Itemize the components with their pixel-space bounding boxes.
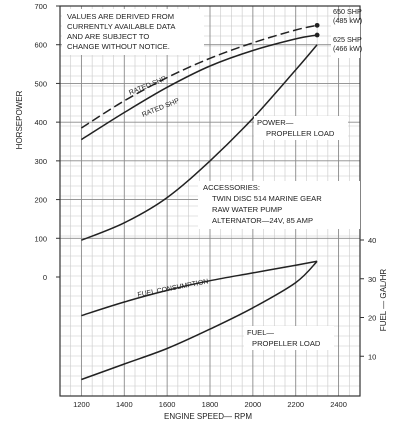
x-tick-label: 2000: [245, 400, 262, 409]
series-line-1: [80, 34, 318, 141]
curve-label-line: FUEL—: [247, 328, 274, 337]
curve-label-rated-solid: RATED SHP: [141, 97, 181, 118]
curve-label-line: POWER—: [257, 118, 294, 127]
notice-line: CHANGE WITHOUT NOTICE.: [67, 42, 170, 51]
fuel-prop-label-bg: [244, 326, 334, 350]
y-left-axis-label: HORSEPOWER: [15, 90, 24, 149]
series-line-3: [81, 260, 318, 317]
y-left-tick-label: 0: [43, 273, 47, 282]
series-end-point: [314, 32, 320, 38]
y-right-tick-label: 30: [368, 275, 376, 284]
end-label-line: (466 kW): [333, 44, 362, 53]
y-left-tick-label: 300: [34, 157, 47, 166]
y-right-axis-label: FUEL — GAL/HR: [379, 269, 388, 332]
x-axis-label: ENGINE SPEED— RPM: [164, 412, 252, 421]
curve-label-fuel-prop: FUEL— PROPELLER LOAD: [247, 328, 321, 348]
series-line-0: [80, 24, 318, 129]
y-right-tick-label: 20: [368, 314, 376, 323]
y-left-tick-labels: 0 100 200 300 400 500 600 700: [34, 2, 60, 282]
y-left-tick-label: 500: [34, 79, 47, 88]
curve-label-power-prop: POWER— PROPELLER LOAD: [257, 118, 335, 138]
end-label-625: 625 SHP (466 kW): [333, 35, 364, 53]
notice-line: CURRENTLY AVAILABLE DATA: [67, 22, 176, 31]
x-tick-label: 1200: [73, 400, 90, 409]
x-tick-label: 2400: [330, 400, 347, 409]
end-label-650: 650 SHP (485 kW): [333, 7, 364, 25]
y-right-tick-labels: 10 20 30 40: [360, 236, 376, 361]
curve-label-line: PROPELLER LOAD: [252, 339, 321, 348]
notice-line: VALUES ARE DERIVED FROM: [67, 12, 174, 21]
x-tick-label: 1600: [159, 400, 176, 409]
accessories-line: ACCESSORIES:: [203, 183, 260, 192]
power-prop-label-bg: [254, 116, 348, 140]
y-right-tick-label: 40: [368, 236, 376, 245]
y-left-tick-label: 100: [34, 234, 47, 243]
notice-text: VALUES ARE DERIVED FROM CURRENTLY AVAILA…: [67, 12, 177, 51]
end-label-line: 650 SHP: [333, 7, 362, 16]
accessories-line: RAW WATER PUMP: [212, 205, 282, 214]
end-label-line: 625 SHP: [333, 35, 362, 44]
accessories-line: TWIN DISC 514 MARINE GEAR: [212, 194, 322, 203]
notice-line: AND ARE SUBJECT TO: [67, 32, 149, 41]
end-label-line: (485 kW): [333, 16, 362, 25]
x-tick-label: 1400: [116, 400, 133, 409]
series-layer: [80, 22, 320, 381]
series-line-2: [81, 44, 318, 241]
y-left-tick-label: 200: [34, 196, 47, 205]
notice-box-bg: [62, 9, 204, 55]
series-end-point: [314, 22, 320, 28]
y-right-tick-label: 10: [368, 352, 376, 361]
x-tick-labels: 1200 1400 1600 1800 2000 2200 2400: [73, 400, 347, 409]
y-left-tick-label: 600: [34, 41, 47, 50]
x-tick-label: 1800: [202, 400, 219, 409]
accessories-text: ACCESSORIES: TWIN DISC 514 MARINE GEAR R…: [203, 183, 324, 225]
y-left-tick-label: 700: [34, 2, 47, 11]
accessories-line: ALTERNATOR—24V, 85 AMP: [212, 216, 313, 225]
end-label-bg: [331, 20, 360, 58]
y-left-tick-label: 400: [34, 118, 47, 127]
series-line-4: [81, 260, 318, 381]
curve-label-line: PROPELLER LOAD: [266, 129, 335, 138]
x-tick-label: 2200: [287, 400, 304, 409]
accessories-box-bg: [198, 181, 360, 229]
